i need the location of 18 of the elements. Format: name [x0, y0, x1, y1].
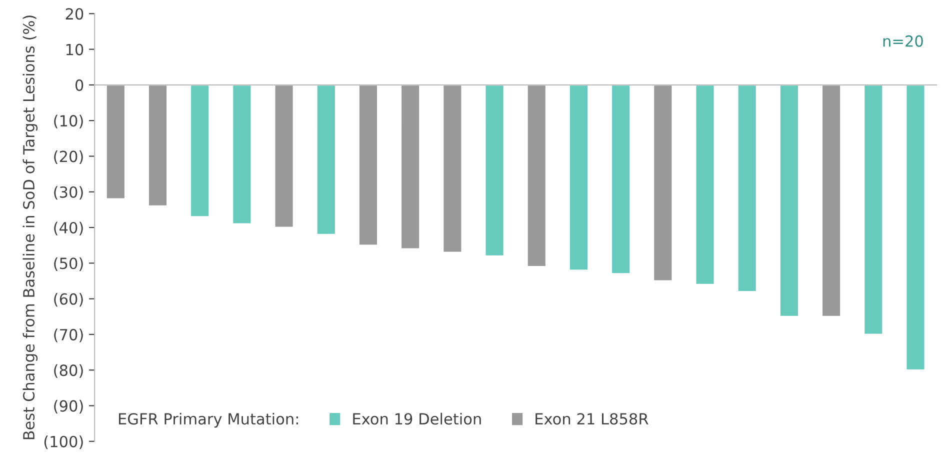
y-axis-title: Best Change from Baseline in SoD of Target Lesions (%): [22, 16, 38, 440]
legend-title: EGFR Primary Mutation:: [118, 412, 298, 428]
y-tick-label: (50): [54, 257, 83, 271]
y-tick-label: (100): [44, 436, 83, 450]
y-tick-label: (40): [54, 222, 83, 236]
annotation: n=20: [883, 35, 923, 47]
y-tick-label: 20: [66, 8, 84, 20]
y-tick-label: (60): [54, 292, 83, 307]
y-tick-label: (30): [54, 186, 83, 200]
legend-label: Exon 19 Deletion: [353, 412, 481, 425]
y-tick-label: (10): [54, 114, 83, 128]
y-tick-label: (20): [54, 150, 83, 164]
y-tick-label: (90): [54, 400, 83, 414]
legend-label: Exon 21 L858R: [536, 413, 648, 425]
y-tick-label: (80): [54, 364, 83, 378]
y-tick-label: 10: [66, 44, 84, 56]
y-tick-label: (70): [54, 328, 83, 342]
y-tick-label: 0: [75, 79, 84, 91]
